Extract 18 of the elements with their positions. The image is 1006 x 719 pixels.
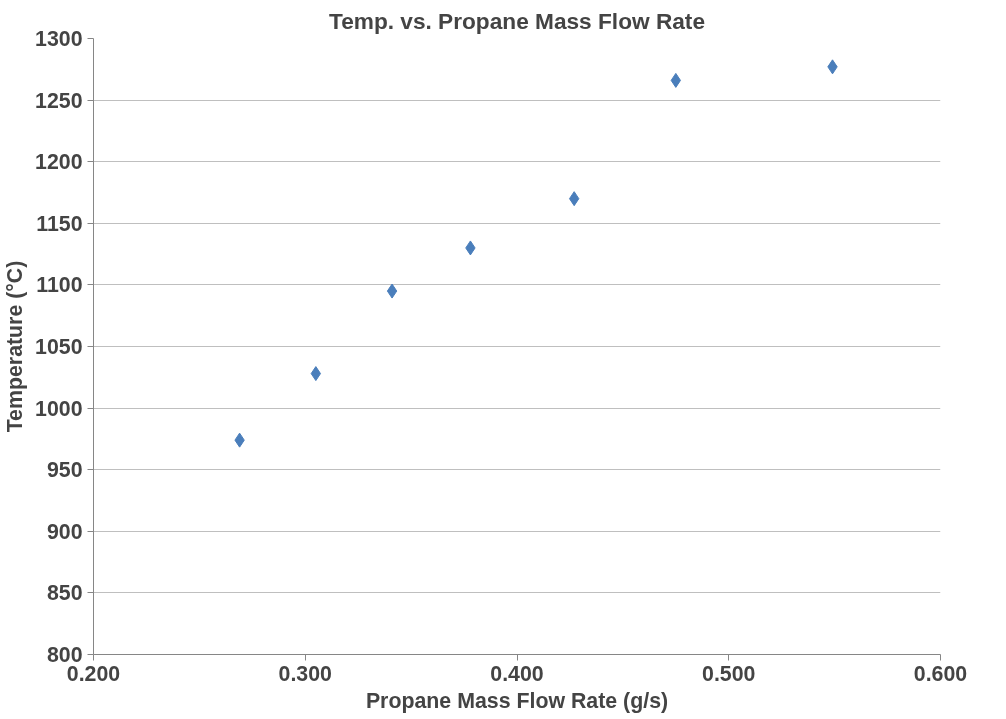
y-tick-label: 1150 xyxy=(36,211,83,236)
x-axis-title: Propane Mass Flow Rate (g/s) xyxy=(365,688,669,713)
y-tick-label: 950 xyxy=(46,458,83,483)
x-tick-label: 0.600 xyxy=(913,661,968,686)
x-tick-label: 0.400 xyxy=(490,661,544,686)
point xyxy=(386,283,398,299)
y-tick-label: 1200 xyxy=(35,150,83,175)
y-tick-label: 1000 xyxy=(35,396,83,421)
x-tick-label: 0.300 xyxy=(278,661,332,686)
chart-title: Temp. vs. Propane Mass Flow Rate xyxy=(328,7,706,34)
y-tick-label: 1050 xyxy=(35,335,83,359)
y-axis-title: Temperature (°C) xyxy=(3,260,28,433)
y-tick-label: 1250 xyxy=(35,88,83,113)
x-tick-label: 0.500 xyxy=(702,661,756,686)
y-tick-label: 850 xyxy=(46,581,83,606)
y-tick-label: 1100 xyxy=(36,273,83,298)
y-tick-label: 900 xyxy=(46,519,83,544)
y-tick-label: 1300 xyxy=(35,27,83,51)
